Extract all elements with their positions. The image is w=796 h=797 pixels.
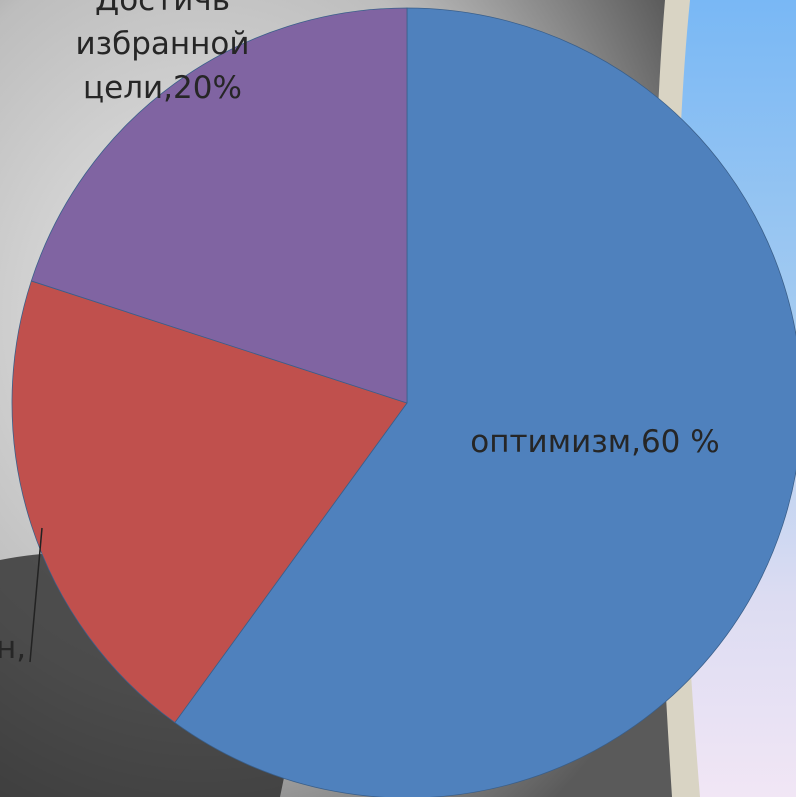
data-label: оптимизм,60 %	[455, 420, 735, 464]
slide: оптимизм,60 % Достичь избранной цели,20%…	[0, 0, 796, 797]
data-label: Достичь избранной цели,20%	[55, 0, 270, 110]
annotation: н,	[0, 626, 56, 670]
chart	[0, 0, 796, 797]
